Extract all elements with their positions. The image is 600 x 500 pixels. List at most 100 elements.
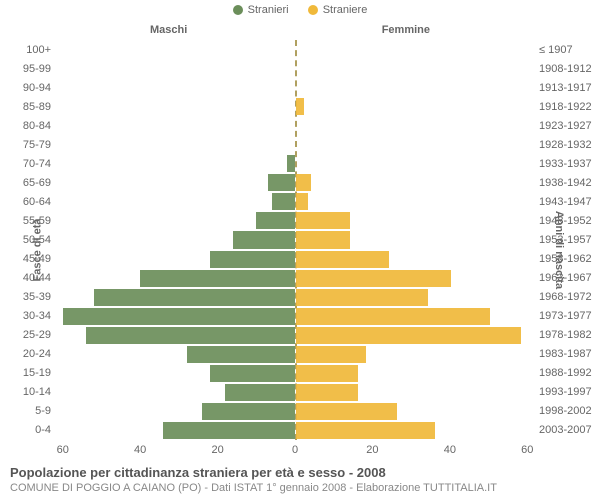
age-label: 60-64 bbox=[23, 196, 55, 208]
pyramid-row: 80-841923-1927 bbox=[55, 116, 535, 135]
pyramid-row: 20-241983-1987 bbox=[55, 345, 535, 364]
chart-subtitle: COMUNE DI POGGIO A CAIANO (PO) - Dati IS… bbox=[10, 482, 590, 494]
birth-year-label: 1933-1937 bbox=[535, 158, 592, 170]
age-label: 50-54 bbox=[23, 234, 55, 246]
age-label: 65-69 bbox=[23, 177, 55, 189]
age-label: 5-9 bbox=[35, 405, 55, 417]
column-header-male: Maschi bbox=[150, 24, 187, 36]
pyramid-row: 30-341973-1977 bbox=[55, 307, 535, 326]
bar-female bbox=[296, 403, 397, 420]
bar-male bbox=[187, 346, 295, 363]
birth-year-label: 1973-1977 bbox=[535, 310, 592, 322]
bar-male bbox=[163, 422, 295, 439]
age-label: 85-89 bbox=[23, 101, 55, 113]
bar-female bbox=[296, 289, 428, 306]
chart-title: Popolazione per cittadinanza straniera p… bbox=[10, 465, 590, 480]
bar-female bbox=[296, 384, 358, 401]
bar-male bbox=[140, 270, 295, 287]
column-header-female: Femmine bbox=[382, 24, 430, 36]
age-label: 30-34 bbox=[23, 310, 55, 322]
pyramid-row: 60-641943-1947 bbox=[55, 192, 535, 211]
pyramid-row: 95-991908-1912 bbox=[55, 59, 535, 78]
age-label: 20-24 bbox=[23, 348, 55, 360]
population-pyramid-chart: Stranieri Straniere Maschi Femmine Fasce… bbox=[0, 0, 600, 500]
birth-year-label: ≤ 1907 bbox=[535, 44, 573, 56]
age-label: 35-39 bbox=[23, 291, 55, 303]
birth-year-label: 1953-1957 bbox=[535, 234, 592, 246]
chart-footer: Popolazione per cittadinanza straniera p… bbox=[10, 465, 590, 494]
x-tick-label: 0 bbox=[292, 440, 298, 456]
age-label: 40-44 bbox=[23, 272, 55, 284]
birth-year-label: 1988-1992 bbox=[535, 367, 592, 379]
bar-male bbox=[256, 212, 295, 229]
x-tick-label: 40 bbox=[444, 440, 456, 456]
bar-male bbox=[94, 289, 295, 306]
birth-year-label: 1968-1972 bbox=[535, 291, 592, 303]
age-label: 80-84 bbox=[23, 120, 55, 132]
pyramid-row: 10-141993-1997 bbox=[55, 383, 535, 402]
age-label: 0-4 bbox=[35, 424, 55, 436]
birth-year-label: 1938-1942 bbox=[535, 177, 592, 189]
age-label: 90-94 bbox=[23, 82, 55, 94]
bar-male bbox=[210, 365, 295, 382]
bar-female bbox=[296, 212, 350, 229]
pyramid-row: 75-791928-1932 bbox=[55, 135, 535, 154]
age-label: 10-14 bbox=[23, 386, 55, 398]
age-label: 95-99 bbox=[23, 63, 55, 75]
birth-year-label: 1958-1962 bbox=[535, 253, 592, 265]
birth-year-label: 1998-2002 bbox=[535, 405, 592, 417]
birth-year-label: 1908-1912 bbox=[535, 63, 592, 75]
pyramid-row: 85-891918-1922 bbox=[55, 97, 535, 116]
x-tick-label: 40 bbox=[134, 440, 146, 456]
bar-male bbox=[225, 384, 295, 401]
bar-female bbox=[296, 193, 308, 210]
birth-year-label: 1993-1997 bbox=[535, 386, 592, 398]
legend-swatch-male bbox=[233, 5, 243, 15]
pyramid-row: 100+≤ 1907 bbox=[55, 40, 535, 59]
birth-year-label: 1983-1987 bbox=[535, 348, 592, 360]
age-label: 75-79 bbox=[23, 139, 55, 151]
age-label: 15-19 bbox=[23, 367, 55, 379]
pyramid-row: 90-941913-1917 bbox=[55, 78, 535, 97]
chart-legend: Stranieri Straniere bbox=[0, 4, 600, 18]
bar-female bbox=[296, 422, 435, 439]
age-label: 25-29 bbox=[23, 329, 55, 341]
pyramid-row: 55-591948-1952 bbox=[55, 211, 535, 230]
birth-year-label: 1948-1952 bbox=[535, 215, 592, 227]
pyramid-row: 5-91998-2002 bbox=[55, 402, 535, 421]
birth-year-label: 1923-1927 bbox=[535, 120, 592, 132]
bar-female bbox=[296, 174, 311, 191]
bar-female bbox=[296, 365, 358, 382]
pyramid-row: 35-391968-1972 bbox=[55, 288, 535, 307]
pyramid-row: 40-441963-1967 bbox=[55, 269, 535, 288]
x-tick-label: 60 bbox=[521, 440, 533, 456]
age-label: 45-49 bbox=[23, 253, 55, 265]
pyramid-row: 25-291978-1982 bbox=[55, 326, 535, 345]
bar-male bbox=[202, 403, 295, 420]
pyramid-row: 70-741933-1937 bbox=[55, 154, 535, 173]
birth-year-label: 1918-1922 bbox=[535, 101, 592, 113]
x-tick-label: 60 bbox=[57, 440, 69, 456]
legend-swatch-female bbox=[308, 5, 318, 15]
x-tick-label: 20 bbox=[366, 440, 378, 456]
bar-male bbox=[86, 327, 295, 344]
bar-female bbox=[296, 346, 366, 363]
bar-male bbox=[272, 193, 295, 210]
bar-male bbox=[287, 155, 295, 172]
bar-female bbox=[296, 308, 490, 325]
bar-female bbox=[296, 231, 350, 248]
age-label: 55-59 bbox=[23, 215, 55, 227]
bar-female bbox=[296, 327, 521, 344]
bar-male bbox=[210, 251, 295, 268]
legend-item-male: Stranieri bbox=[233, 4, 289, 16]
birth-year-label: 1963-1967 bbox=[535, 272, 592, 284]
bar-female bbox=[296, 98, 304, 115]
bar-male bbox=[233, 231, 295, 248]
bar-female bbox=[296, 270, 451, 287]
bar-male bbox=[268, 174, 295, 191]
birth-year-label: 1913-1917 bbox=[535, 82, 592, 94]
age-label: 100+ bbox=[26, 44, 55, 56]
legend-label-female: Straniere bbox=[323, 4, 368, 16]
birth-year-label: 1943-1947 bbox=[535, 196, 592, 208]
legend-item-female: Straniere bbox=[308, 4, 368, 16]
